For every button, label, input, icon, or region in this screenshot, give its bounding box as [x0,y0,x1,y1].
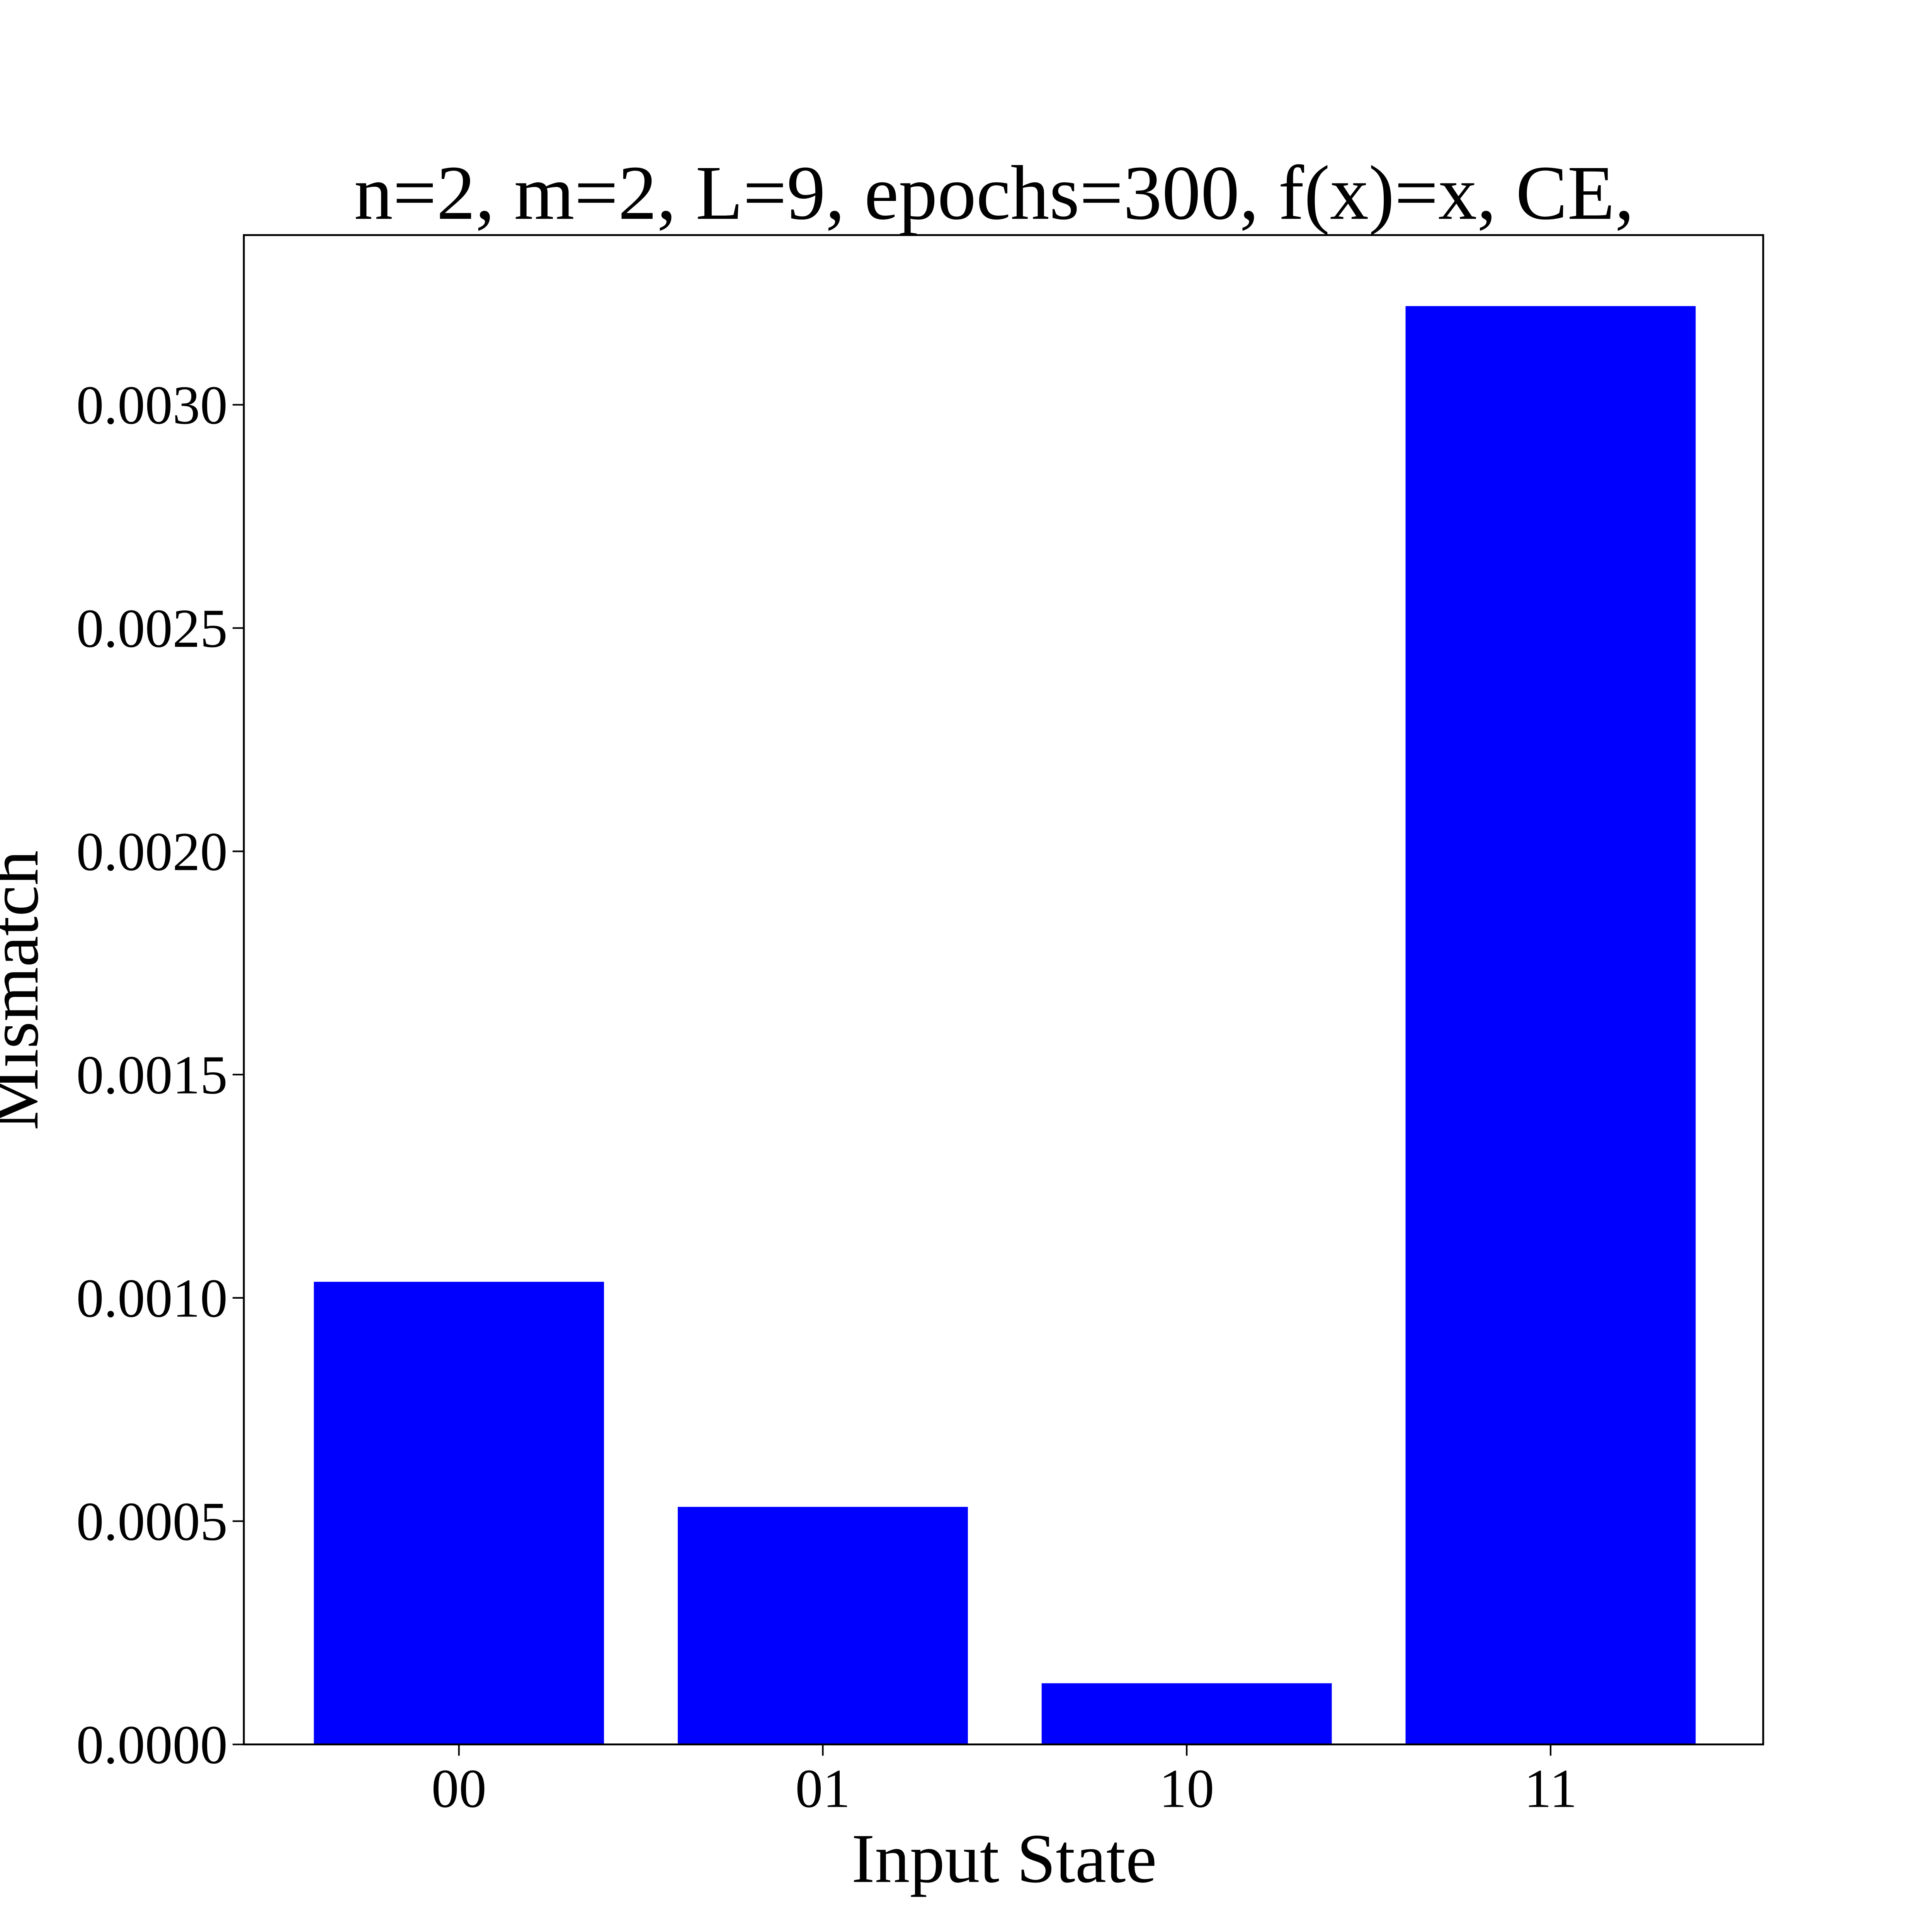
y-axis-label: Mismatch [0,850,53,1131]
bar [1405,306,1696,1745]
y-tick-label: 0.0025 [76,598,228,659]
y-tick-label: 0.0005 [76,1491,228,1552]
x-tick-label: 01 [795,1758,850,1819]
y-tick-label: 0.0010 [76,1267,228,1328]
y-tick-label: 0.0030 [76,374,228,435]
bar [314,1282,604,1745]
x-axis-label: Input State [852,1820,1157,1898]
plot-frame [243,234,1764,1745]
chart-title: n=2, m=2, L=9, epochs=300, f(x)=x, CE, [354,150,1634,236]
y-tick-label: 0.0020 [76,821,228,882]
x-tick-label: 10 [1159,1758,1214,1819]
x-tick-label: 00 [432,1758,486,1819]
x-tick-label: 11 [1524,1758,1577,1819]
bar [1041,1683,1332,1745]
bar [678,1507,968,1745]
y-tick-label: 0.0015 [76,1044,228,1105]
y-tick-label: 0.0000 [76,1714,228,1775]
